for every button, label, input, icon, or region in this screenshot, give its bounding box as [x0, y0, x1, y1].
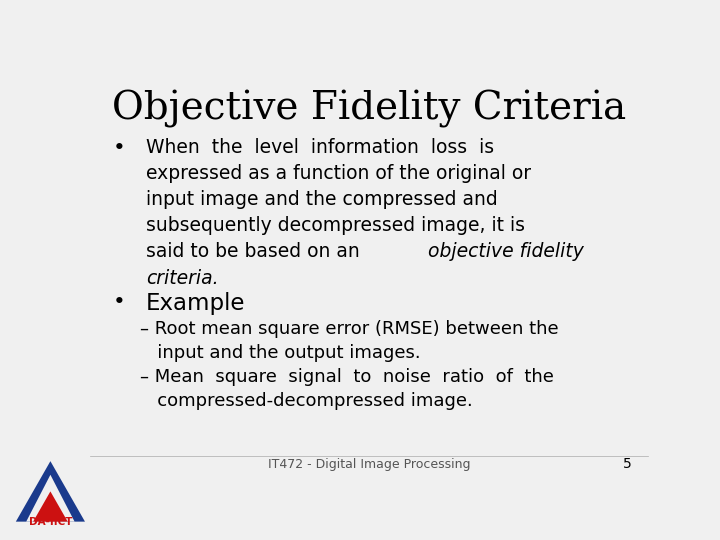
Text: Example: Example [145, 292, 246, 315]
Text: Objective Fidelity Criteria: Objective Fidelity Criteria [112, 90, 626, 128]
Text: – Mean  square  signal  to  noise  ratio  of  the: – Mean square signal to noise ratio of t… [140, 368, 554, 386]
Text: objective fidelity: objective fidelity [428, 242, 583, 261]
Text: said to be based on an: said to be based on an [145, 242, 366, 261]
Text: compressed-decompressed image.: compressed-decompressed image. [140, 392, 473, 410]
Polygon shape [26, 475, 75, 522]
Text: •: • [112, 292, 125, 312]
Polygon shape [16, 461, 85, 522]
Text: subsequently decompressed image, it is: subsequently decompressed image, it is [145, 216, 525, 235]
Text: criteria.: criteria. [145, 268, 218, 287]
Text: When  the  level  information  loss  is: When the level information loss is [145, 138, 494, 157]
Text: DA-IICT: DA-IICT [29, 517, 72, 527]
Text: •: • [112, 138, 125, 158]
Text: expressed as a function of the original or: expressed as a function of the original … [145, 164, 531, 183]
Text: IT472 - Digital Image Processing: IT472 - Digital Image Processing [268, 458, 470, 471]
Text: input and the output images.: input and the output images. [140, 344, 421, 362]
Text: – Root mean square error (RMSE) between the: – Root mean square error (RMSE) between … [140, 320, 559, 338]
Text: input image and the compressed and: input image and the compressed and [145, 190, 498, 209]
Text: 5: 5 [623, 457, 631, 471]
Polygon shape [33, 491, 68, 522]
